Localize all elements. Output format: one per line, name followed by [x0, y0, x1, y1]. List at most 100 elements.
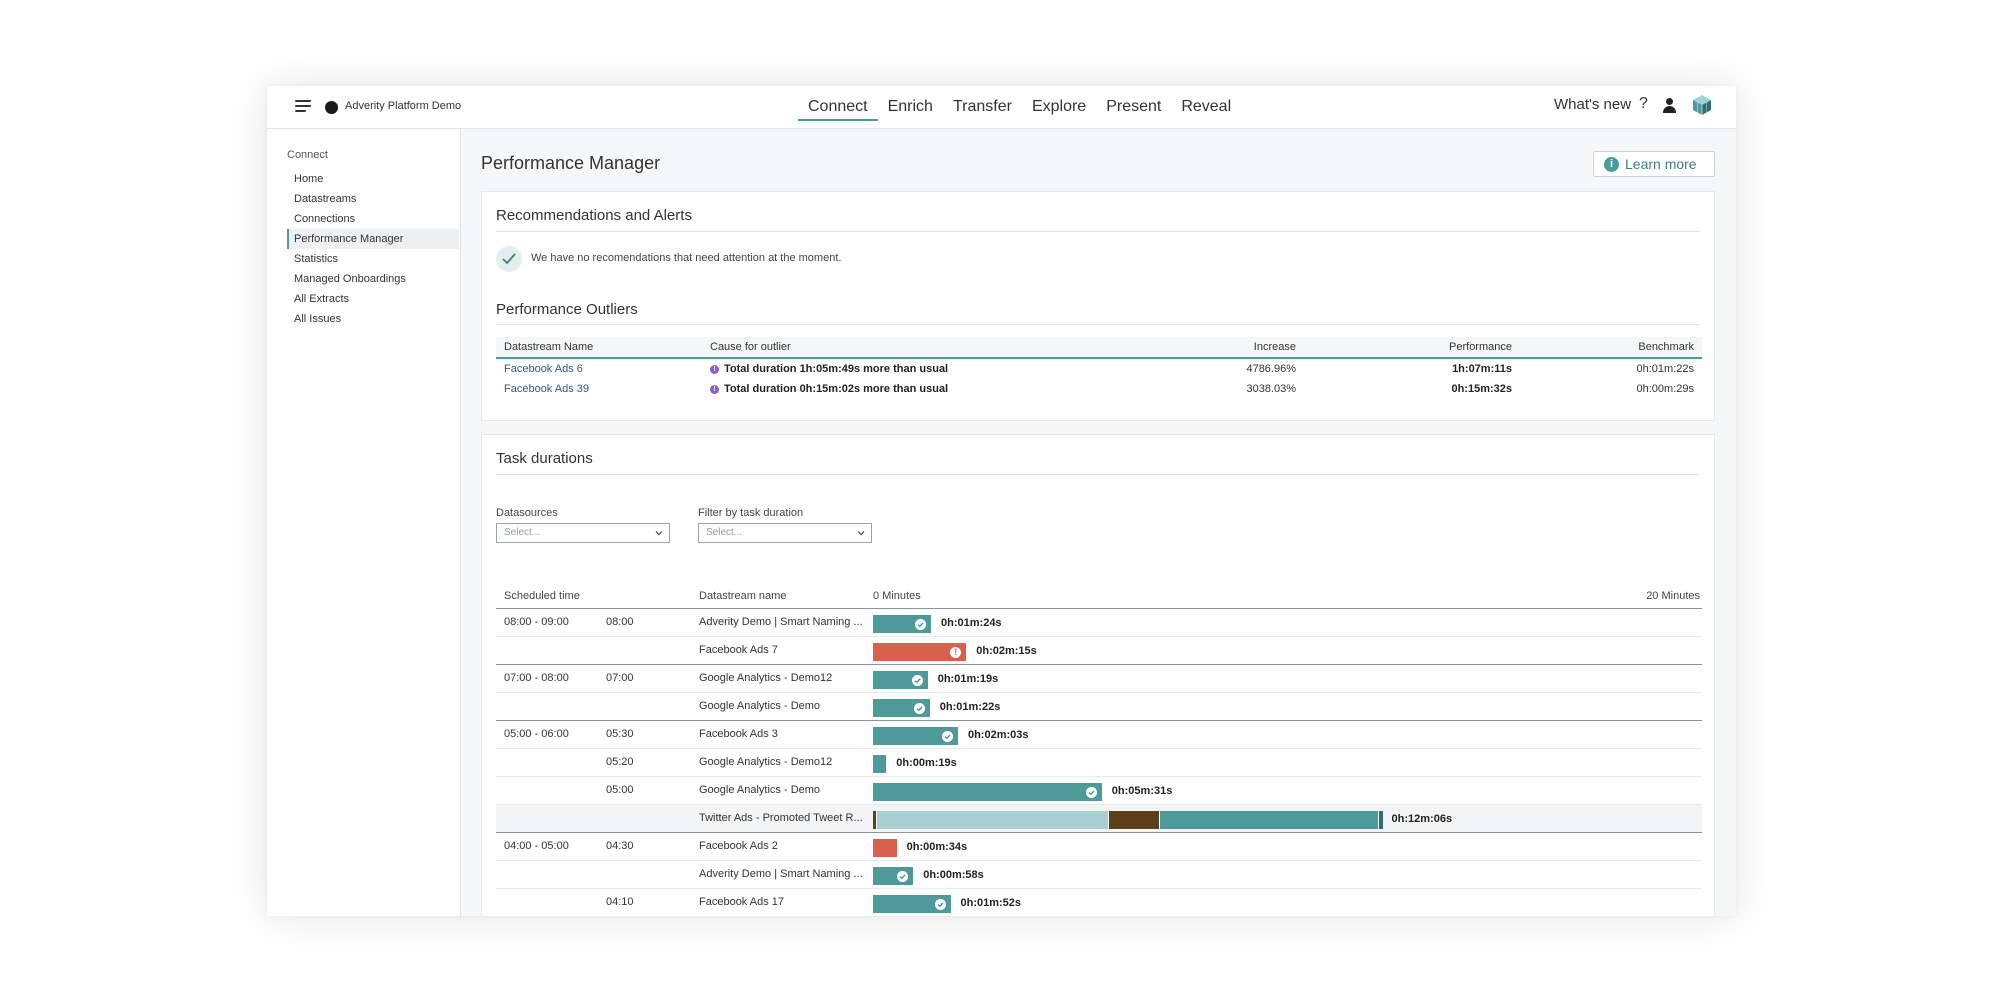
- nav-enrich[interactable]: Enrich: [887, 98, 933, 115]
- datastream-link[interactable]: Twitter Ads - Promoted Tweet R...: [699, 812, 863, 824]
- check-icon: [496, 246, 522, 272]
- datastream-link[interactable]: Google Analytics - Demo: [699, 700, 821, 712]
- sidebar: Connect Home Datastreams Connections Per…: [267, 129, 461, 916]
- duration-bar[interactable]: [873, 895, 951, 913]
- task-row: 05:20 Google Analytics - Demo12 0h:00m:19s: [496, 748, 1702, 777]
- cube-icon[interactable]: [1692, 94, 1712, 116]
- col-benchmark[interactable]: Benchmark: [1520, 337, 1702, 359]
- task-durations-title: Task durations: [496, 450, 593, 467]
- sidebar-item-all-extracts[interactable]: All Extracts: [294, 293, 350, 305]
- task-row: Facebook Ads 7! 0h:02m:15s: [496, 636, 1702, 665]
- main-nav: Connect Enrich Transfer Explore Present …: [798, 95, 1241, 121]
- col-cause[interactable]: Cause for outlier: [702, 337, 1118, 359]
- duration-bar[interactable]: [873, 671, 928, 689]
- user-icon[interactable]: [1662, 98, 1676, 114]
- duration-bar-segment: [1159, 811, 1378, 829]
- nav-reveal[interactable]: Reveal: [1181, 98, 1232, 115]
- datastream-link[interactable]: Facebook Ads 39: [504, 383, 590, 395]
- duration-bar[interactable]: [873, 839, 897, 857]
- datastream-link[interactable]: Facebook Ads 2: [699, 840, 778, 852]
- run-time: 07:00: [606, 672, 634, 684]
- sidebar-item-managed-onboardings[interactable]: Managed Onboardings: [294, 273, 406, 285]
- datastream-link[interactable]: Google Analytics - Demo: [699, 784, 821, 796]
- col-datastream-name[interactable]: Datastream Name: [496, 337, 702, 359]
- duration-label: 0h:00m:19s: [896, 757, 957, 769]
- duration-bar[interactable]: [873, 755, 887, 773]
- task-durations-card: Task durations Datasources Select... Fil…: [481, 434, 1715, 916]
- outliers-table: Datastream Name Cause for outlier Increa…: [496, 337, 1702, 399]
- datastream-link[interactable]: Google Analytics - Demo12: [699, 672, 833, 684]
- duration-bar[interactable]: [873, 699, 930, 717]
- nav-transfer[interactable]: Transfer: [952, 98, 1012, 115]
- benchmark-value: 0h:01m:22s: [1636, 363, 1694, 375]
- duration-label: 0h:01m:24s: [941, 617, 1002, 629]
- datasources-label: Datasources: [496, 507, 558, 519]
- datastream-link[interactable]: Facebook Ads 7: [699, 644, 778, 656]
- duration-bar[interactable]: [873, 615, 932, 633]
- menu-icon[interactable]: [295, 100, 311, 113]
- run-time: 04:30: [606, 840, 634, 852]
- nav-explore[interactable]: Explore: [1031, 98, 1087, 115]
- run-time: 05:20: [606, 756, 634, 768]
- duration-label: 0h:01m:52s: [960, 897, 1022, 909]
- learn-more-label: Learn more: [1625, 156, 1697, 172]
- datastream-link[interactable]: Facebook Ads 3: [699, 728, 778, 740]
- scale-start-label: 0 Minutes: [873, 590, 921, 602]
- run-time: 05:00: [606, 784, 634, 796]
- outliers-title: Performance Outliers: [496, 301, 638, 318]
- sidebar-item-datastreams[interactable]: Datastreams: [294, 193, 357, 205]
- duration-filter-label: Filter by task duration: [698, 507, 804, 519]
- datastream-link[interactable]: Adverity Demo | Smart Naming ...: [699, 616, 863, 628]
- task-row: 08:00 - 09:00 08:00 Adverity Demo | Smart …: [496, 608, 1702, 637]
- duration-bar[interactable]: [873, 783, 1102, 801]
- datastream-link[interactable]: Adverity Demo | Smart Naming ...: [699, 868, 863, 880]
- col-performance[interactable]: Performance: [1304, 337, 1520, 359]
- run-time: 08:00: [606, 616, 634, 628]
- benchmark-value: 0h:00m:29s: [1636, 383, 1694, 395]
- success-icon: [911, 675, 923, 686]
- duration-label: 0h:01m:22s: [939, 701, 1001, 713]
- duration-bar[interactable]: [873, 867, 914, 885]
- success-icon: [897, 871, 909, 882]
- cause-text: Total duration 0h:15m:02s more than usua…: [724, 383, 949, 395]
- task-row: 05:00 Google Analytics - Demo 0h:05m:31s: [496, 776, 1702, 805]
- sidebar-item-statistics[interactable]: Statistics: [294, 253, 339, 265]
- duration-filter-placeholder: Select...: [706, 527, 743, 538]
- duration-label: 0h:12m:06s: [1391, 813, 1453, 825]
- org-name[interactable]: Adverity Platform Demo: [345, 100, 462, 112]
- task-row: 05:00 - 06:00 05:30 Facebook Ads 3 0h:02m:0…: [496, 720, 1702, 749]
- recommendations-card: Recommendations and Alerts We have no re…: [481, 191, 1715, 421]
- task-row: 04:10 Facebook Ads 17 0h:01m:52s: [496, 888, 1702, 916]
- learn-more-button[interactable]: i Learn more: [1593, 151, 1715, 177]
- duration-bar[interactable]: [873, 727, 958, 745]
- task-row: Google Analytics - Demo 0h:01m:22s: [496, 692, 1702, 721]
- nav-connect[interactable]: Connect: [798, 95, 878, 121]
- datasources-select[interactable]: Select...: [496, 523, 670, 543]
- table-row: Facebook Ads 39 ! Total duration 0h:15m:0…: [496, 379, 1702, 399]
- col-increase[interactable]: Increase: [1118, 337, 1304, 359]
- sidebar-item-home[interactable]: Home: [294, 173, 324, 185]
- scheduled-slot: 07:00 - 08:00: [504, 672, 569, 684]
- help-icon[interactable]: ?: [1639, 95, 1648, 112]
- duration-label: 0h:02m:03s: [967, 729, 1029, 741]
- datastream-link[interactable]: Facebook Ads 6: [504, 363, 583, 375]
- scheduled-slot: 04:00 - 05:00: [504, 840, 569, 852]
- cause-text: Total duration 1h:05m:49s more than usua…: [724, 363, 949, 375]
- increase-value: 4786.96%: [1246, 363, 1296, 375]
- sidebar-item-all-issues[interactable]: All Issues: [294, 313, 342, 325]
- app-window: Adverity Platform Demo Connect Enrich Tr…: [267, 86, 1736, 916]
- duration-label: 0h:02m:15s: [976, 645, 1037, 657]
- whats-new-link[interactable]: What's new: [1554, 96, 1632, 113]
- sidebar-item-performance-manager[interactable]: Performance Manager: [287, 229, 459, 249]
- recommendations-message: We have no recomendations that need atte…: [531, 252, 842, 264]
- sidebar-item-connections[interactable]: Connections: [294, 213, 356, 225]
- nav-present[interactable]: Present: [1106, 98, 1162, 115]
- datastream-link[interactable]: Facebook Ads 17: [699, 896, 785, 908]
- datastream-link[interactable]: Google Analytics - Demo12: [699, 756, 833, 768]
- warning-icon: !: [710, 364, 719, 374]
- duration-bar-segment: [1108, 811, 1159, 829]
- duration-bar[interactable]: !: [873, 643, 967, 661]
- duration-bar-segment: [873, 811, 876, 829]
- task-row: 04:00 - 05:00 04:30 Facebook Ads 2 0h:00m:3…: [496, 832, 1702, 861]
- duration-filter-select[interactable]: Select...: [698, 523, 872, 543]
